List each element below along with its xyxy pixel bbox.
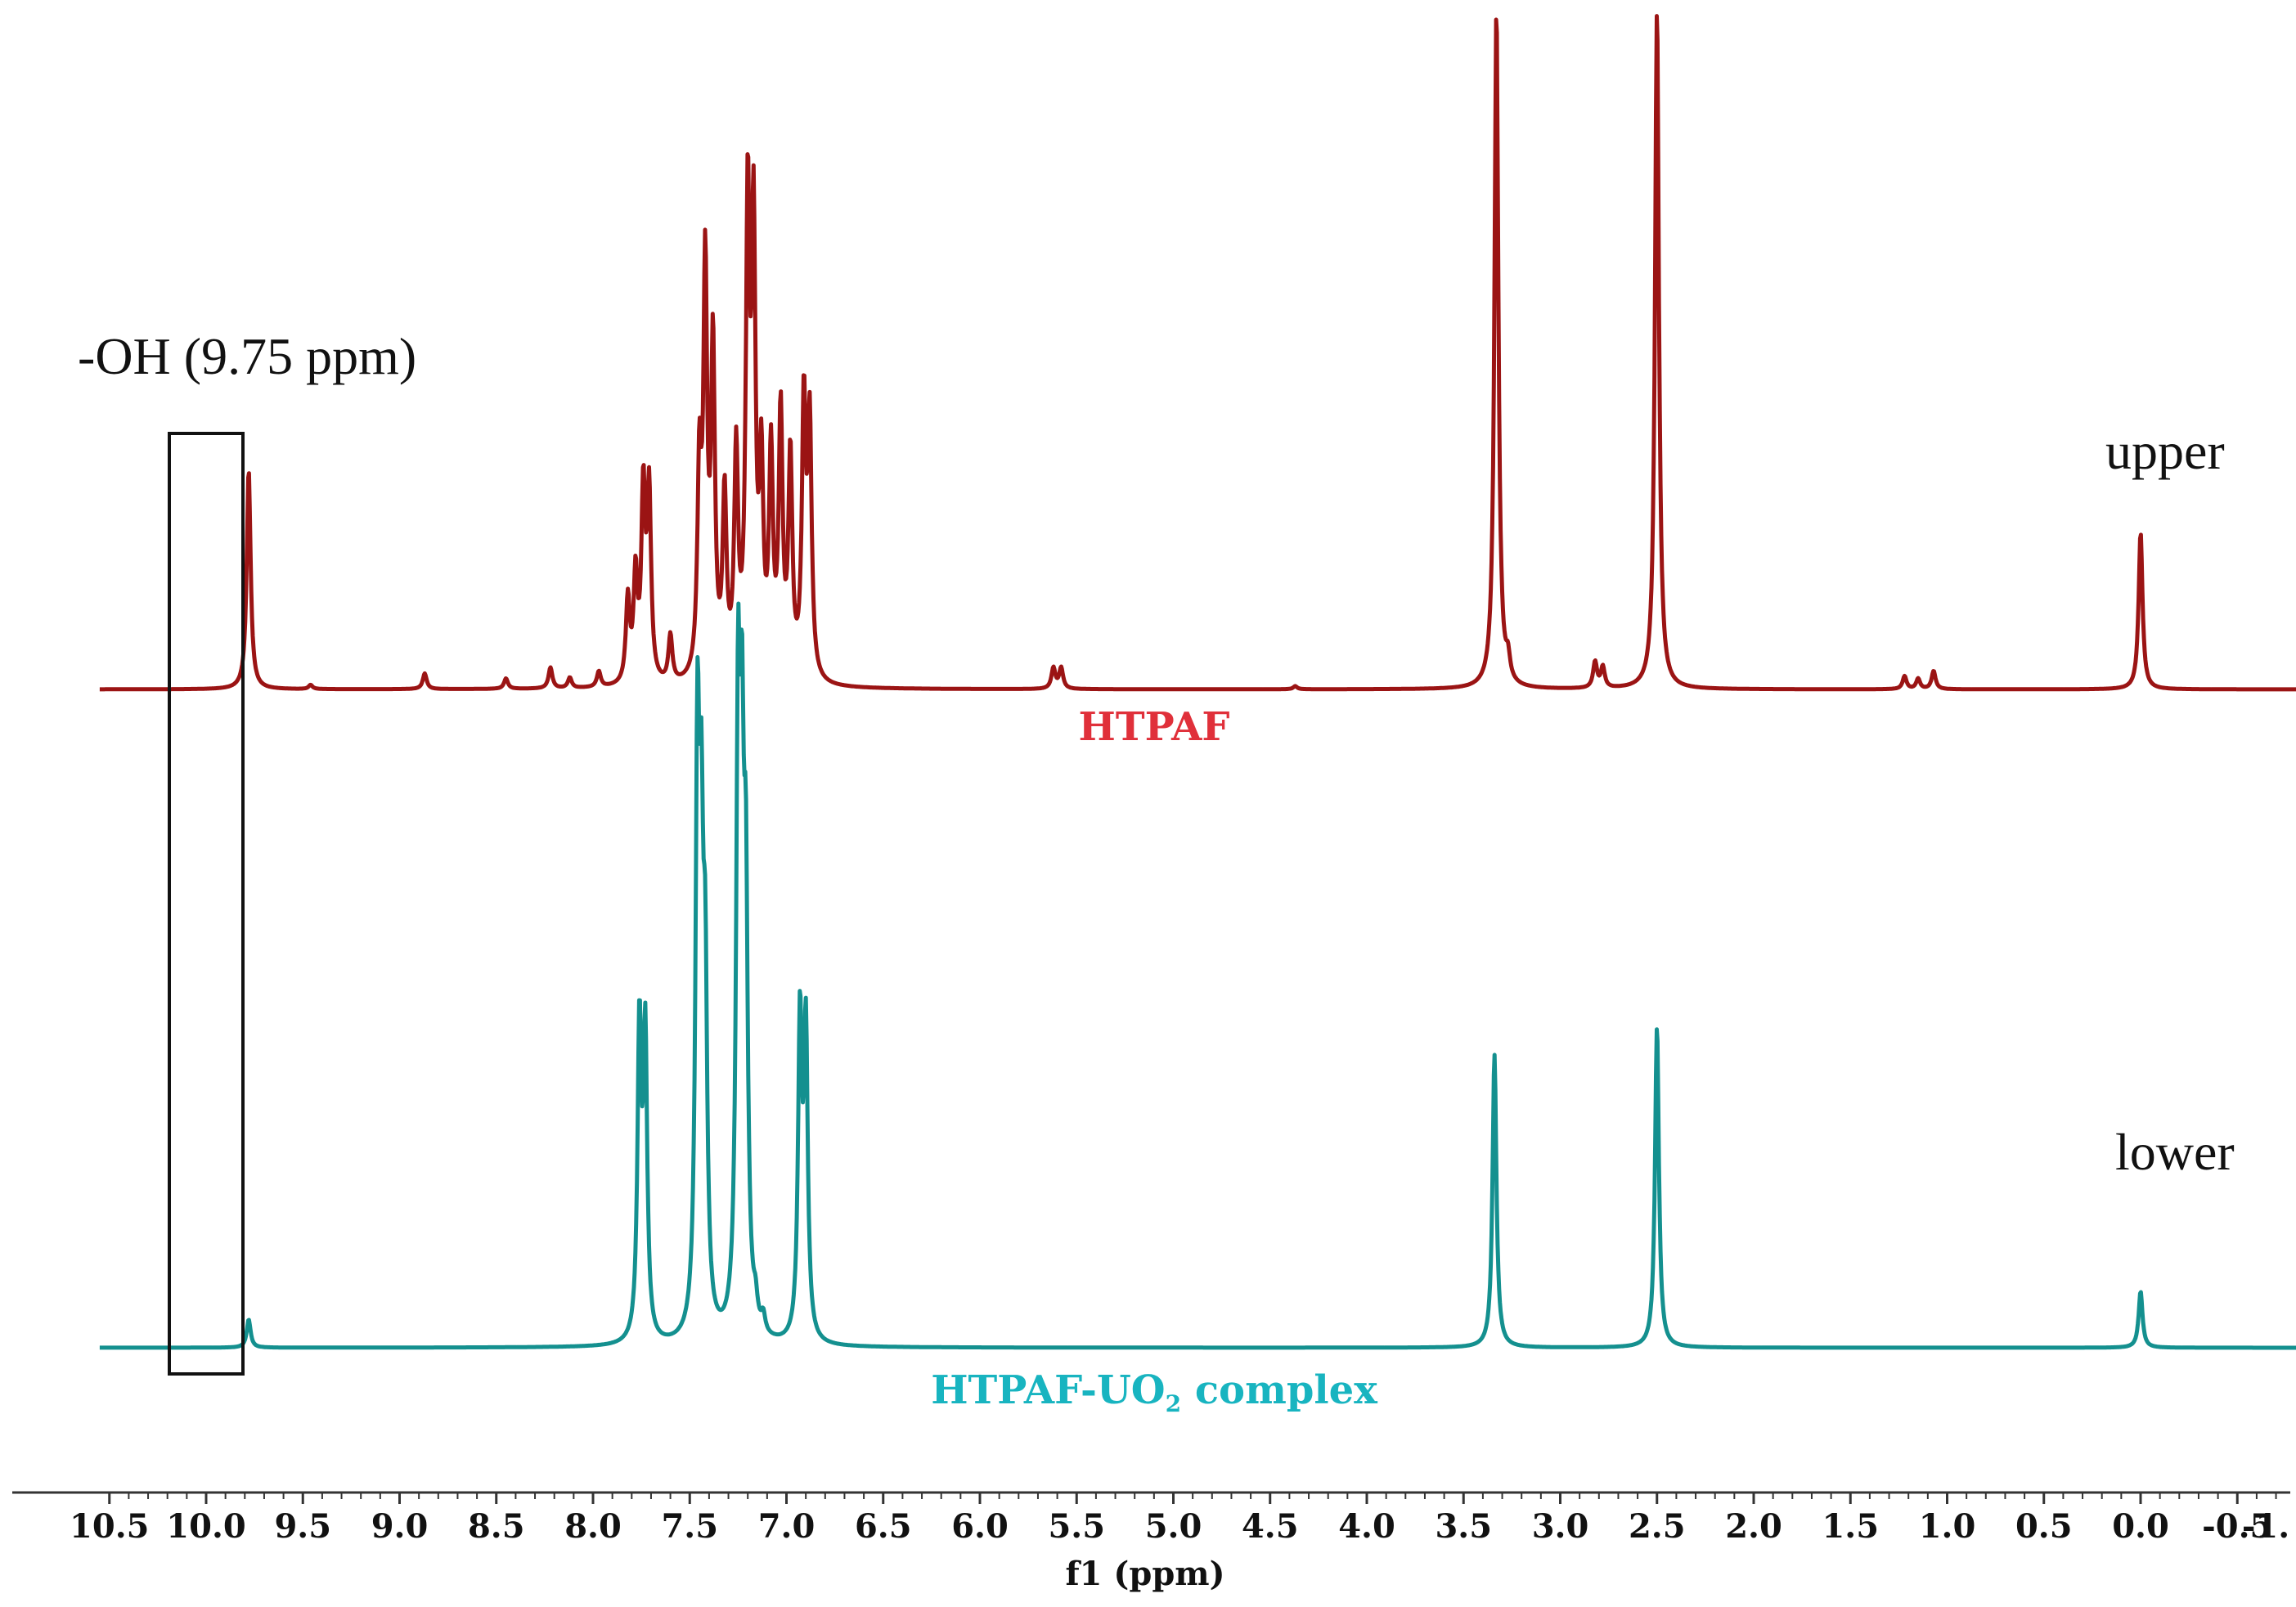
x-tick-label: 10.0 [166,1507,245,1546]
x-tick-label: 3.0 [1532,1507,1589,1546]
x-tick-label: 2.5 [1629,1507,1686,1546]
upper-spectrum-trace [98,14,2296,692]
x-tick-label: -0.5 [2202,1507,2272,1546]
x-tick-label: 6.0 [951,1507,1009,1546]
lower-spectrum-trace [98,601,2296,1350]
x-tick-label: 5.5 [1048,1507,1105,1546]
x-tick-label: 8.5 [468,1507,525,1546]
x-tick-label: 9.5 [274,1507,331,1546]
upper-series-label: HTPAF [1079,704,1230,750]
x-tick-label: 5.0 [1145,1507,1202,1546]
x-tick-label: 0.5 [2015,1507,2073,1546]
oh-peak-annotation: -OH (9.75 ppm) [78,327,416,385]
upper-spectrum-side-label: upper [2105,422,2225,480]
x-tick-label: 1.5 [1822,1507,1879,1546]
x-tick-label: 4.0 [1338,1507,1395,1546]
x-tick-label: 7.0 [758,1507,816,1546]
x-tick-label: 8.0 [564,1507,622,1546]
x-tick-label: 4.5 [1242,1507,1299,1546]
spectrum-line-lower [98,601,2296,1350]
x-tick-label: 7.5 [661,1507,718,1546]
x-tick-label: 2.0 [1725,1507,1782,1546]
x-tick-label: 1.0 [1919,1507,1976,1546]
x-axis-ticks: 10.5 10.0 9.5 9.0 8.5 8.0 7.5 7.0 6.5 6.0 5.5 5.0 4.… [70,1493,2289,1546]
x-tick-label: 9.0 [371,1507,429,1546]
spectrum-line-upper [98,14,2296,692]
x-axis-title: f1 (ppm) [1065,1555,1224,1593]
x-tick-label: 10.5 [70,1507,149,1546]
x-tick-label: 6.5 [855,1507,912,1546]
x-tick-label: 3.5 [1435,1507,1492,1546]
lower-spectrum-side-label: lower [2115,1123,2235,1181]
oh-peak-highlight-box [168,432,245,1376]
x-tick-label: -1. [2242,1507,2289,1546]
lower-series-label: HTPAF-UO2 complex [931,1367,1377,1417]
x-tick-label: 0.0 [2112,1507,2169,1546]
